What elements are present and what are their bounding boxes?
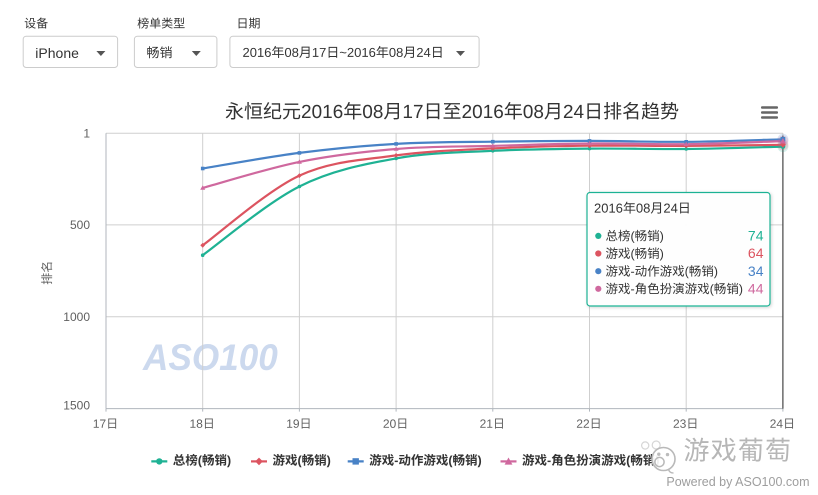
svg-text:ASO100: ASO100 [142, 336, 278, 378]
svg-text:1500: 1500 [63, 398, 90, 412]
svg-text:500: 500 [70, 218, 90, 232]
svg-text:iPhone: iPhone [35, 45, 79, 61]
svg-text:1: 1 [83, 127, 90, 141]
svg-text:Powered by ASO100.com: Powered by ASO100.com [666, 475, 809, 489]
svg-text:64: 64 [748, 245, 764, 261]
svg-text:34: 34 [748, 263, 764, 279]
svg-text:1000: 1000 [63, 310, 90, 324]
svg-text:74: 74 [748, 228, 764, 244]
svg-text:44: 44 [748, 280, 764, 296]
